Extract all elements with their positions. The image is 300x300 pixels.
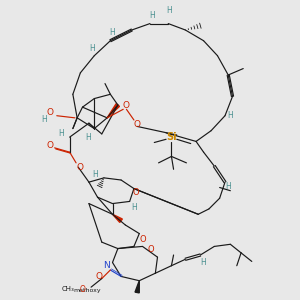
Text: O: O (77, 163, 84, 172)
Text: H: H (85, 133, 91, 142)
Text: H: H (225, 182, 231, 191)
Text: H: H (167, 6, 172, 15)
Text: N: N (103, 261, 110, 270)
Polygon shape (135, 281, 139, 293)
Text: O: O (139, 236, 146, 244)
Polygon shape (112, 214, 122, 222)
Text: H: H (201, 258, 206, 267)
Text: H: H (110, 28, 116, 37)
Text: O: O (148, 245, 154, 254)
Text: O: O (47, 141, 54, 150)
Text: O: O (123, 100, 130, 109)
Text: H: H (92, 170, 98, 179)
Text: O: O (133, 188, 140, 197)
Text: CH₃: CH₃ (61, 286, 74, 292)
Text: Si: Si (166, 132, 177, 142)
Text: H: H (149, 11, 155, 20)
Polygon shape (107, 103, 119, 118)
Text: H: H (227, 111, 233, 120)
Text: H: H (131, 203, 137, 212)
Text: O: O (134, 120, 141, 129)
Text: H: H (58, 129, 64, 138)
Text: methoxy: methoxy (73, 288, 100, 293)
Text: O: O (80, 285, 85, 294)
Text: H: H (41, 116, 47, 124)
Text: H: H (89, 44, 95, 53)
Text: O: O (47, 108, 54, 117)
Text: O: O (95, 272, 102, 281)
